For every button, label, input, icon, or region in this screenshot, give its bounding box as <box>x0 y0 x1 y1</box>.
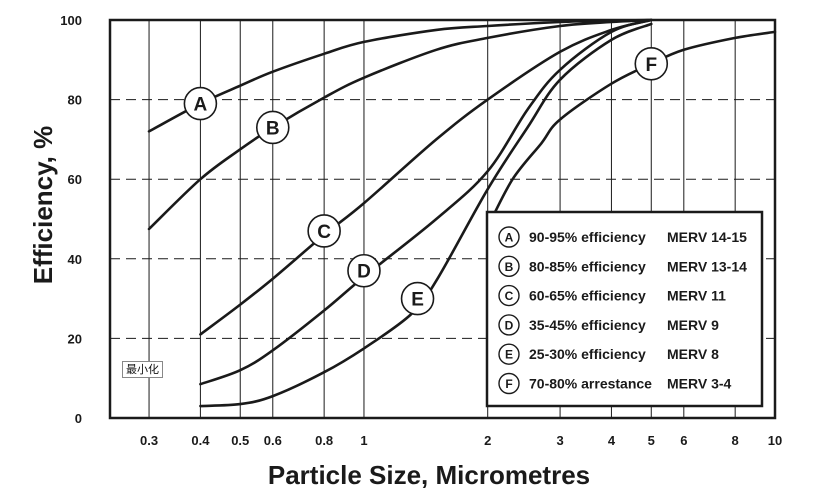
x-tick-label: 2 <box>484 433 491 448</box>
legend-b-merv: MERV 13-14 <box>667 258 747 274</box>
curve-d-marker <box>347 253 381 288</box>
legend-c-letter: C <box>505 289 514 303</box>
y-tick-label: 60 <box>68 172 82 187</box>
legend-b-badge <box>498 255 520 277</box>
frame-layer <box>108 18 777 420</box>
x-tick-label: 6 <box>680 433 687 448</box>
curve-c-line <box>199 18 653 336</box>
x-tick-label: 10 <box>768 433 782 448</box>
minimize-overlay-label[interactable]: 最小化 <box>122 361 163 378</box>
y-tick-label: 20 <box>68 331 82 346</box>
legend-c-merv: MERV 11 <box>667 288 726 304</box>
legend-f-letter: F <box>505 377 512 391</box>
curve-c-marker <box>307 214 341 248</box>
legend-b-text: 80-85% efficiency <box>529 258 646 274</box>
x-tick-label: 4 <box>608 433 616 448</box>
x-tick-label: 8 <box>732 433 739 448</box>
plot-frame <box>108 18 777 420</box>
y-tick-label: 40 <box>68 252 82 267</box>
curve-a-line <box>147 18 653 133</box>
x-tick-label: 5 <box>648 433 655 448</box>
legend-d-letter: D <box>505 318 514 332</box>
legend-d-merv: MERV 9 <box>667 317 719 333</box>
curve-f-marker <box>634 46 669 81</box>
legend-frame <box>485 210 764 408</box>
curve-marker-layer: A B C D E F <box>183 46 669 316</box>
curve-f-marker-label: F <box>645 55 657 76</box>
x-tick-label: 3 <box>556 433 563 448</box>
y-tick-label: 100 <box>60 13 82 28</box>
legend-a-merv: MERV 14-15 <box>667 229 747 245</box>
x-tick-label: 0.3 <box>140 433 158 448</box>
x-tick-label: 0.6 <box>264 433 282 448</box>
curve-b-marker <box>255 110 290 145</box>
legend-e-letter: E <box>505 348 513 362</box>
legend-c-badge <box>498 284 520 307</box>
legend-e-merv: MERV 8 <box>667 346 719 362</box>
legend-a-badge <box>498 226 520 248</box>
legend-f-merv: MERV 3-4 <box>667 376 732 392</box>
legend-e-text: 25-30% efficiency <box>529 346 646 362</box>
legend-d-badge <box>498 314 520 336</box>
legend-a-text: 90-95% efficiency <box>529 229 646 245</box>
curve-e-marker-label: E <box>411 290 424 311</box>
y-tick-label: 80 <box>68 93 82 108</box>
y-tick-label: 0 <box>75 411 82 426</box>
curve-e-marker <box>400 281 435 316</box>
x-tick-label: 1 <box>360 433 367 448</box>
legend-b-letter: B <box>505 260 514 274</box>
legend-d-text: 35-45% efficiency <box>529 317 646 333</box>
curve-a-marker <box>183 86 218 121</box>
legend-f-text: 70-80% arrestance <box>529 376 652 392</box>
legend-e-badge <box>498 343 520 365</box>
legend-c-text: 60-65% efficiency <box>529 288 646 304</box>
curve-c-marker-label: C <box>317 222 331 243</box>
legend-f-badge <box>498 372 520 395</box>
curve-d-line <box>199 18 653 386</box>
y-axis-title: Efficiency, % <box>28 126 58 284</box>
x-tick-label: 0.4 <box>191 433 210 448</box>
legend-a-letter: A <box>505 231 514 245</box>
x-tick-label: 0.5 <box>231 433 249 448</box>
curve-f-line <box>486 30 777 229</box>
curve-a-marker-label: A <box>194 95 208 116</box>
curve-b-line <box>147 18 653 231</box>
curve-b-marker-label: B <box>266 118 280 139</box>
legend-box: A 90-95% efficiency MERV 14-15 B 80-85% effi… <box>485 210 764 408</box>
curve-d-marker-label: D <box>357 262 371 283</box>
x-axis-title: Particle Size, Micrometres <box>268 460 590 490</box>
x-tick-label: 0.8 <box>315 433 333 448</box>
